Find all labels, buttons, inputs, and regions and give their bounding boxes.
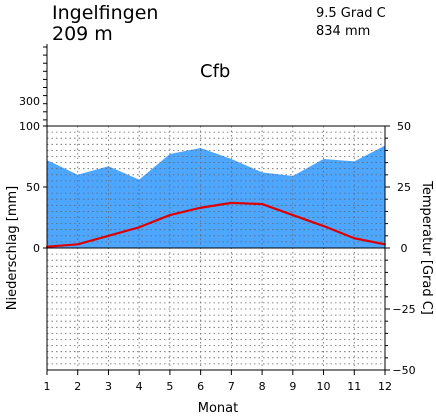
- temperature-point-9: [291, 214, 294, 217]
- y-axis-title-right: Temperatur [Grad C]: [419, 180, 434, 315]
- temperature-point-6: [199, 206, 202, 209]
- temp-tick-label: −50: [392, 364, 415, 377]
- precip-tick-label: 50: [26, 181, 40, 194]
- station-name: Ingelfingen: [52, 2, 158, 24]
- precip-tick-label-300: 300: [19, 95, 40, 108]
- station-elevation: 209 m: [52, 23, 113, 45]
- temperature-point-10: [322, 225, 325, 228]
- temperature-point-3: [107, 234, 110, 237]
- temperature-line: [46, 201, 386, 248]
- temperature-point-4: [138, 226, 141, 229]
- precipitation-area: [46, 145, 386, 248]
- precip-tick-label: 0: [33, 242, 40, 255]
- temp-tick-label: 25: [397, 181, 411, 194]
- mean-temperature: 9.5 Grad C: [316, 6, 386, 21]
- temp-tick-label: 0: [401, 242, 408, 255]
- month-label: 11: [347, 380, 361, 393]
- temperature-line-group: [46, 201, 386, 248]
- x-axis-title: Monat: [198, 401, 238, 416]
- temperature-point-7: [230, 201, 233, 204]
- temp-tick-label: −25: [392, 303, 415, 316]
- month-label: 7: [228, 380, 235, 393]
- precip-tick-label: 100: [19, 120, 40, 133]
- y-axis-title-left: Niederschlag [mm]: [5, 186, 20, 311]
- temp-tick-label: 50: [397, 120, 411, 133]
- month-label: 9: [289, 380, 296, 393]
- month-label: 8: [259, 380, 266, 393]
- axes: [43, 44, 390, 375]
- month-label: 10: [317, 380, 331, 393]
- month-label: 5: [166, 380, 173, 393]
- temperature-point-2: [76, 243, 79, 246]
- precipitation-area-shape: [47, 145, 385, 248]
- month-label: 1: [44, 380, 51, 393]
- month-label: 6: [197, 380, 204, 393]
- climate-class: Cfb: [200, 61, 230, 82]
- month-label: 12: [378, 380, 392, 393]
- month-label: 3: [105, 380, 112, 393]
- month-label: 4: [136, 380, 143, 393]
- annual-precipitation: 834 mm: [316, 24, 370, 39]
- temperature-point-8: [261, 203, 264, 206]
- month-label: 2: [74, 380, 81, 393]
- temperature-point-11: [353, 237, 356, 240]
- temperature-point-5: [168, 214, 171, 217]
